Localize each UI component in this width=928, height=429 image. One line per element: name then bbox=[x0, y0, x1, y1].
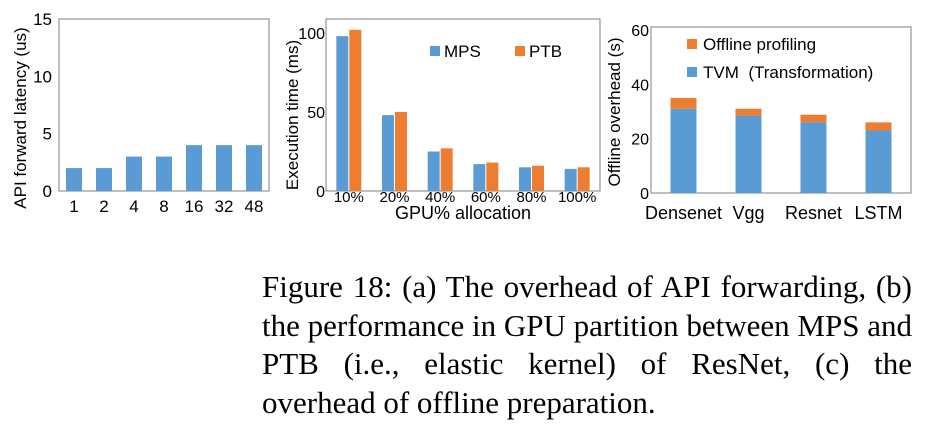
bar-c-profiling-Densenet bbox=[670, 97, 697, 109]
panel-offline-overhead: Offline overhead (s) 0 20 40 60 Densenet Vgg R… bbox=[605, 23, 912, 223]
legend-swatch-b-PTB bbox=[515, 46, 525, 56]
x-tick-b-3: 60% bbox=[471, 189, 501, 206]
y-axis-label-a: API forward latency (us) bbox=[11, 27, 30, 208]
x-tick-a-2: 4 bbox=[129, 197, 138, 216]
x-tick-a-6: 48 bbox=[245, 197, 264, 216]
figure-caption: Figure 18: (a) The overhead of API forwa… bbox=[262, 269, 912, 420]
bar-b-PTB-40% bbox=[440, 148, 453, 191]
a-y-tick-0: 0 bbox=[43, 182, 52, 201]
legend-swatch-c-tvm bbox=[687, 67, 697, 77]
bar-c-profiling-Vgg bbox=[735, 108, 762, 116]
bar-c-tvm-Resnet bbox=[800, 122, 827, 193]
bar-a-1 bbox=[66, 168, 82, 191]
y-axis-label-c: Offline overhead (s) bbox=[605, 38, 624, 187]
c-y-tick-3: 60 bbox=[631, 23, 649, 40]
b-y-tick-2: 100 bbox=[298, 26, 325, 43]
y-axis-label-b: Execution time (ms) bbox=[283, 40, 302, 190]
b-y-tick-0: 0 bbox=[316, 184, 325, 201]
x-tick-c-3: LSTM bbox=[854, 203, 902, 223]
bar-c-tvm-Densenet bbox=[670, 108, 697, 193]
bar-b-MPS-20% bbox=[382, 115, 394, 191]
bar-b-PTB-20% bbox=[395, 112, 407, 191]
x-tick-b-2: 40% bbox=[425, 189, 455, 206]
a-y-tick-1: 5 bbox=[43, 125, 52, 144]
x-tick-b-4: 80% bbox=[516, 189, 546, 206]
bar-b-PTB-60% bbox=[486, 162, 499, 191]
bar-b-PTB-10% bbox=[349, 29, 362, 192]
bar-b-MPS-60% bbox=[473, 164, 486, 191]
x-tick-a-5: 32 bbox=[215, 197, 234, 216]
bar-a-8 bbox=[156, 156, 172, 191]
x-tick-c-0: Densenet bbox=[645, 203, 722, 223]
c-y-tick-1: 20 bbox=[631, 132, 649, 149]
bar-b-MPS-80% bbox=[519, 167, 531, 191]
bar-c-tvm-LSTM bbox=[865, 130, 892, 193]
legend-label-b-MPS: MPS bbox=[444, 42, 481, 61]
c-y-tick-0: 0 bbox=[640, 186, 649, 203]
x-tick-a-1: 2 bbox=[99, 197, 108, 216]
legend-label-b-PTB: PTB bbox=[529, 42, 562, 61]
panel-execution-time: Execution time (ms) GPU% allocation 0 50 1… bbox=[283, 18, 601, 223]
bar-b-PTB-80% bbox=[532, 165, 544, 191]
legend-swatch-b-MPS bbox=[430, 46, 440, 56]
a-y-tick-3: 15 bbox=[33, 10, 52, 29]
bar-b-MPS-10% bbox=[336, 36, 349, 191]
b-y-tick-1: 50 bbox=[307, 105, 325, 122]
x-tick-a-3: 8 bbox=[159, 197, 168, 216]
x-tick-b-1: 20% bbox=[379, 189, 409, 206]
bar-a-48 bbox=[246, 145, 262, 191]
a-y-tick-2: 10 bbox=[33, 67, 52, 86]
bar-c-profiling-Resnet bbox=[800, 114, 827, 123]
plot-frame-b bbox=[325, 18, 601, 192]
bar-b-MPS-40% bbox=[427, 151, 440, 191]
x-tick-a-0: 1 bbox=[69, 197, 78, 216]
legend-swatch-c-profiling bbox=[687, 39, 697, 49]
x-tick-b-0: 10% bbox=[334, 189, 364, 206]
bar-c-tvm-Vgg bbox=[735, 115, 762, 193]
x-tick-c-1: Vgg bbox=[732, 203, 764, 223]
x-tick-a-4: 16 bbox=[185, 197, 204, 216]
bar-b-PTB-100% bbox=[577, 167, 590, 191]
bar-a-2 bbox=[96, 168, 112, 191]
bar-a-32 bbox=[216, 145, 232, 191]
bar-b-MPS-100% bbox=[564, 168, 577, 191]
x-tick-c-2: Resnet bbox=[785, 203, 842, 223]
x-axis-label-b: GPU% allocation bbox=[395, 203, 531, 223]
legend-label-c-tvm: TVM (Transformation) bbox=[703, 63, 873, 82]
bar-c-profiling-LSTM bbox=[865, 122, 892, 131]
x-tick-b-5: 100% bbox=[558, 189, 596, 206]
c-y-tick-2: 40 bbox=[631, 77, 649, 94]
bar-a-4 bbox=[126, 156, 142, 191]
plot-frame-c bbox=[650, 26, 912, 194]
legend-label-c-profiling: Offline profiling bbox=[703, 35, 816, 54]
bar-a-16 bbox=[186, 145, 202, 191]
